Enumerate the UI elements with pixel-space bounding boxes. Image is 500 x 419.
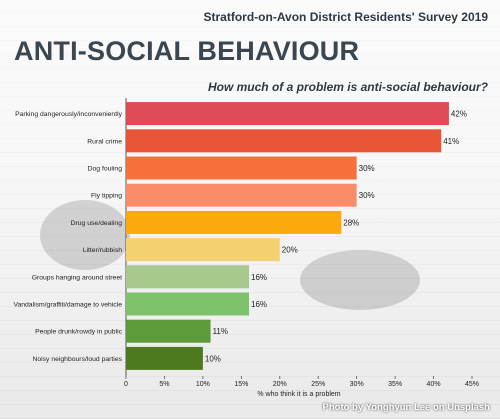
- graffiti-decoration: [300, 250, 420, 310]
- bar: [126, 292, 250, 316]
- bar: [126, 238, 280, 262]
- value-label: 28%: [343, 218, 359, 227]
- x-tick-label: 30%: [350, 381, 364, 388]
- category-label: Parking dangerously/inconveniently: [15, 111, 123, 118]
- value-label: 20%: [282, 246, 298, 255]
- bar: [126, 183, 357, 207]
- survey-title: Stratford-on-Avon District Residents' Su…: [203, 10, 488, 24]
- value-label: 30%: [359, 164, 375, 173]
- category-label: Noisy neighbours/loud parties: [32, 356, 122, 363]
- x-tick-label: 40%: [427, 381, 441, 388]
- value-label: 16%: [251, 300, 267, 309]
- category-label: Litter/rubbish: [83, 247, 123, 254]
- value-label: 10%: [205, 354, 221, 363]
- chart-question: How much of a problem is anti-social beh…: [207, 80, 488, 94]
- bar: [126, 102, 449, 126]
- bar: [126, 265, 250, 289]
- x-tick-label: 35%: [388, 381, 402, 388]
- bar: [126, 129, 442, 153]
- x-axis-label: % who think it is a problem: [257, 391, 340, 398]
- category-label: Dog fouling: [88, 166, 123, 173]
- category-label: Fly tipping: [91, 193, 122, 200]
- value-label: 11%: [213, 327, 228, 336]
- category-label: People drunk/rowdy in public: [35, 329, 123, 336]
- x-tick-label: 5%: [159, 381, 169, 388]
- bar: [126, 319, 211, 343]
- x-tick-label: 15%: [234, 381, 248, 388]
- x-tick-label: 10%: [196, 381, 210, 388]
- value-label: 30%: [359, 191, 375, 200]
- graffiti-decoration: [40, 200, 130, 270]
- value-label: 16%: [251, 273, 267, 282]
- category-label: Rural crime: [87, 138, 122, 145]
- category-label: Drug use/dealing: [71, 220, 123, 227]
- page-title: ANTI-SOCIAL BEHAVIOUR: [14, 36, 360, 66]
- bar: [126, 210, 342, 234]
- value-label: 42%: [451, 110, 467, 119]
- x-tick-label: 20%: [273, 381, 287, 388]
- x-tick-label: 25%: [311, 381, 325, 388]
- bar: [126, 346, 203, 370]
- bar: [126, 156, 357, 180]
- category-label: Vandalism/graffiti/damage to vehicle: [13, 302, 122, 309]
- photo-credit: Photo by Yonghyun Lee on Unsplash: [322, 402, 491, 413]
- value-label: 41%: [443, 137, 459, 146]
- category-label: Groups hanging around street: [32, 274, 122, 281]
- x-tick-label: 45%: [465, 381, 479, 388]
- x-tick-label: 0: [124, 381, 128, 388]
